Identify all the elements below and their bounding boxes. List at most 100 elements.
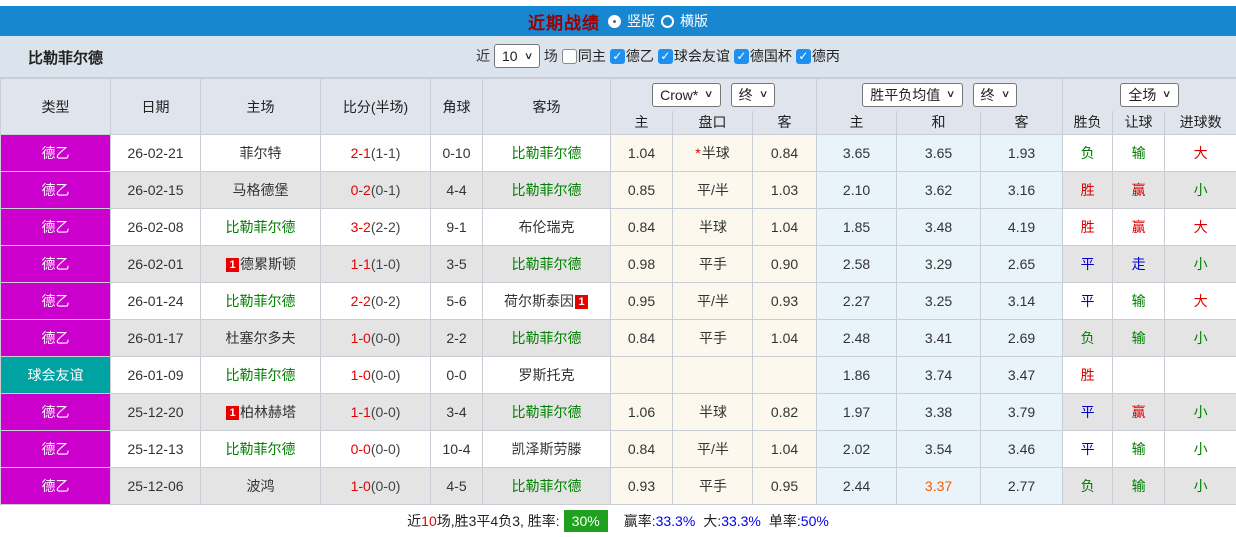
home-team-cell: 比勒菲尔德 <box>200 430 321 468</box>
away-team-cell: 布伦瑞克 <box>482 208 611 246</box>
odds-draw-cell: 3.74 <box>896 356 982 394</box>
result-cell: 胜 <box>1062 208 1114 246</box>
goals-result-cell: 小 <box>1164 319 1236 357</box>
type-cell: 德乙 <box>0 430 111 468</box>
odds-company-select[interactable]: 胜平负均值 ∨ <box>862 82 963 107</box>
handicap-home-odds-cell: 0.84 <box>610 208 673 246</box>
handicap-line-cell: 半球 <box>672 208 753 246</box>
odds-away-cell: 2.65 <box>980 245 1064 283</box>
header-corner: 角球 <box>430 78 483 135</box>
handicap-home-odds-cell: 0.84 <box>610 319 673 357</box>
checkbox-icon[interactable] <box>561 48 577 64</box>
handicap-company-select[interactable]: Crow* ∨ <box>652 82 721 107</box>
score-cell: 0-2(0-1) <box>320 171 431 209</box>
handicap-final-select[interactable]: 终 ∨ <box>730 82 775 107</box>
header-date: 日期 <box>110 78 201 135</box>
checkbox-liga3[interactable]: 德丙 <box>795 46 840 66</box>
filter-controls: 近 10 ∨ 场 同主 德乙 球会友谊 德国杯 <box>476 44 840 68</box>
horizontal-layout-radio[interactable] <box>661 14 674 28</box>
result-cell: 平 <box>1062 245 1114 283</box>
odds-draw-cell: 3.48 <box>896 208 982 246</box>
win-rate-badge: 30% <box>563 510 608 532</box>
vertical-layout-radio[interactable] <box>608 14 621 28</box>
handicap-away-odds-cell: 1.04 <box>751 208 818 246</box>
rank-badge: 1 <box>575 295 588 309</box>
score-cell: 1-0(0-0) <box>320 356 431 394</box>
rank-badge: 1 <box>226 406 239 420</box>
away-team-cell: 比勒菲尔德 <box>482 319 611 357</box>
corner-cell: 0-10 <box>430 134 483 172</box>
odds-home-cell: 1.86 <box>816 356 898 394</box>
table-row: 德乙 26-02-15 马格德堡 0-2(0-1) 4-4 比勒菲尔德 0.85… <box>0 171 1236 209</box>
results-tbody: 德乙 26-02-21 菲尔特 2-1(1-1) 0-10 比勒菲尔德 1.04… <box>0 134 1236 505</box>
handicap-home-odds-cell: 0.95 <box>610 282 673 320</box>
vertical-layout-label[interactable]: 竖版 <box>627 13 655 29</box>
goals-result-cell: 大 <box>1164 208 1236 246</box>
date-cell: 26-02-21 <box>110 134 201 172</box>
home-team-cell: 杜塞尔多夫 <box>200 319 321 357</box>
summary-record: 场,胜3平4负3, 胜率: <box>436 513 560 529</box>
odds-home-cell: 2.44 <box>816 467 898 505</box>
summary-cover-rate: 赢率:33.3% <box>623 513 696 529</box>
team-name: 比勒菲尔德 <box>28 50 104 67</box>
match-count-select[interactable]: 10 ∨ <box>494 44 540 68</box>
corner-cell: 3-4 <box>430 393 483 431</box>
summary-count: 10 <box>421 513 437 529</box>
odds-final-select[interactable]: 终 ∨ <box>972 82 1017 107</box>
header-home: 主场 <box>200 78 321 135</box>
odds-home-cell: 2.48 <box>816 319 898 357</box>
type-cell: 德乙 <box>0 282 111 320</box>
horizontal-layout-label[interactable]: 横版 <box>680 13 708 29</box>
checkbox-dfb-cup[interactable]: 德国杯 <box>733 46 792 66</box>
handicap-home-odds-cell: 1.06 <box>610 393 673 431</box>
checkbox-icon[interactable] <box>609 48 625 64</box>
score-cell: 0-0(0-0) <box>320 430 431 468</box>
fullmatch-group-header: 全场 ∨ <box>1062 78 1236 111</box>
odds-home-cell: 2.02 <box>816 430 898 468</box>
handicap-result-cell: 输 <box>1112 319 1166 357</box>
type-cell: 德乙 <box>0 393 111 431</box>
handicap-result-cell <box>1112 356 1166 394</box>
table-row: 德乙 25-12-20 1 柏林赫塔 1-1(0-0) 3-4 比勒菲尔德 1.0… <box>0 393 1236 431</box>
checkbox-icon[interactable] <box>733 48 749 64</box>
date-cell: 26-01-17 <box>110 319 201 357</box>
summary-single-rate: 单率:50% <box>768 513 829 529</box>
matches-label: 场 <box>543 48 558 64</box>
odds-group-header: 胜平负均值 ∨ 终 ∨ <box>816 78 1064 111</box>
checkbox-club-friendly[interactable]: 球会友谊 <box>657 46 730 66</box>
away-team-cell: 荷尔斯泰因 1 <box>482 282 611 320</box>
handicap-line-cell: 平/半 <box>672 282 753 320</box>
handicap-line-cell: 平手 <box>672 245 753 283</box>
summary-bar: 近 10 场,胜3平4负3, 胜率: 30% 赢率:33.3% 大:33.3% 单率… <box>0 505 1236 537</box>
subheader-odds-home: 主 <box>816 110 898 135</box>
odds-draw-cell: 3.65 <box>896 134 982 172</box>
handicap-home-odds-cell: 0.84 <box>610 430 673 468</box>
score-cell: 2-2(0-2) <box>320 282 431 320</box>
handicap-line-cell: 平手 <box>672 319 753 357</box>
handicap-line-cell: *半球 <box>672 134 753 172</box>
handicap-away-odds-cell: 0.93 <box>751 282 818 320</box>
checkbox-icon[interactable] <box>795 48 811 64</box>
type-cell: 德乙 <box>0 208 111 246</box>
table-row: 德乙 26-01-24 比勒菲尔德 2-2(0-2) 5-6 荷尔斯泰因 1 0.… <box>0 282 1236 320</box>
fullmatch-select[interactable]: 全场 ∨ <box>1120 82 1179 107</box>
type-cell: 德乙 <box>0 245 111 283</box>
handicap-home-odds-cell: 0.85 <box>610 171 673 209</box>
home-team-cell: 1 德累斯顿 <box>200 245 321 283</box>
table-row: 德乙 25-12-06 波鸿 1-0(0-0) 4-5 比勒菲尔德 0.93 平… <box>0 467 1236 505</box>
page-title: 近期战绩 <box>528 13 600 33</box>
handicap-away-odds-cell: 0.84 <box>751 134 818 172</box>
corner-cell: 5-6 <box>430 282 483 320</box>
handicap-line-cell: 平/半 <box>672 171 753 209</box>
checkbox-icon[interactable] <box>657 48 673 64</box>
home-team-cell: 菲尔特 <box>200 134 321 172</box>
chevron-down-icon: ∨ <box>1000 89 1010 101</box>
type-cell: 德乙 <box>0 467 111 505</box>
checkbox-bundesliga2[interactable]: 德乙 <box>609 46 654 66</box>
layout-radio-group: 竖版 横版 <box>608 11 708 31</box>
score-cell: 1-1(0-0) <box>320 393 431 431</box>
corner-cell: 10-4 <box>430 430 483 468</box>
checkbox-same-home[interactable]: 同主 <box>561 46 606 66</box>
subheader-handicap-away: 客 <box>751 110 818 135</box>
handicap-home-odds-cell <box>610 356 673 394</box>
